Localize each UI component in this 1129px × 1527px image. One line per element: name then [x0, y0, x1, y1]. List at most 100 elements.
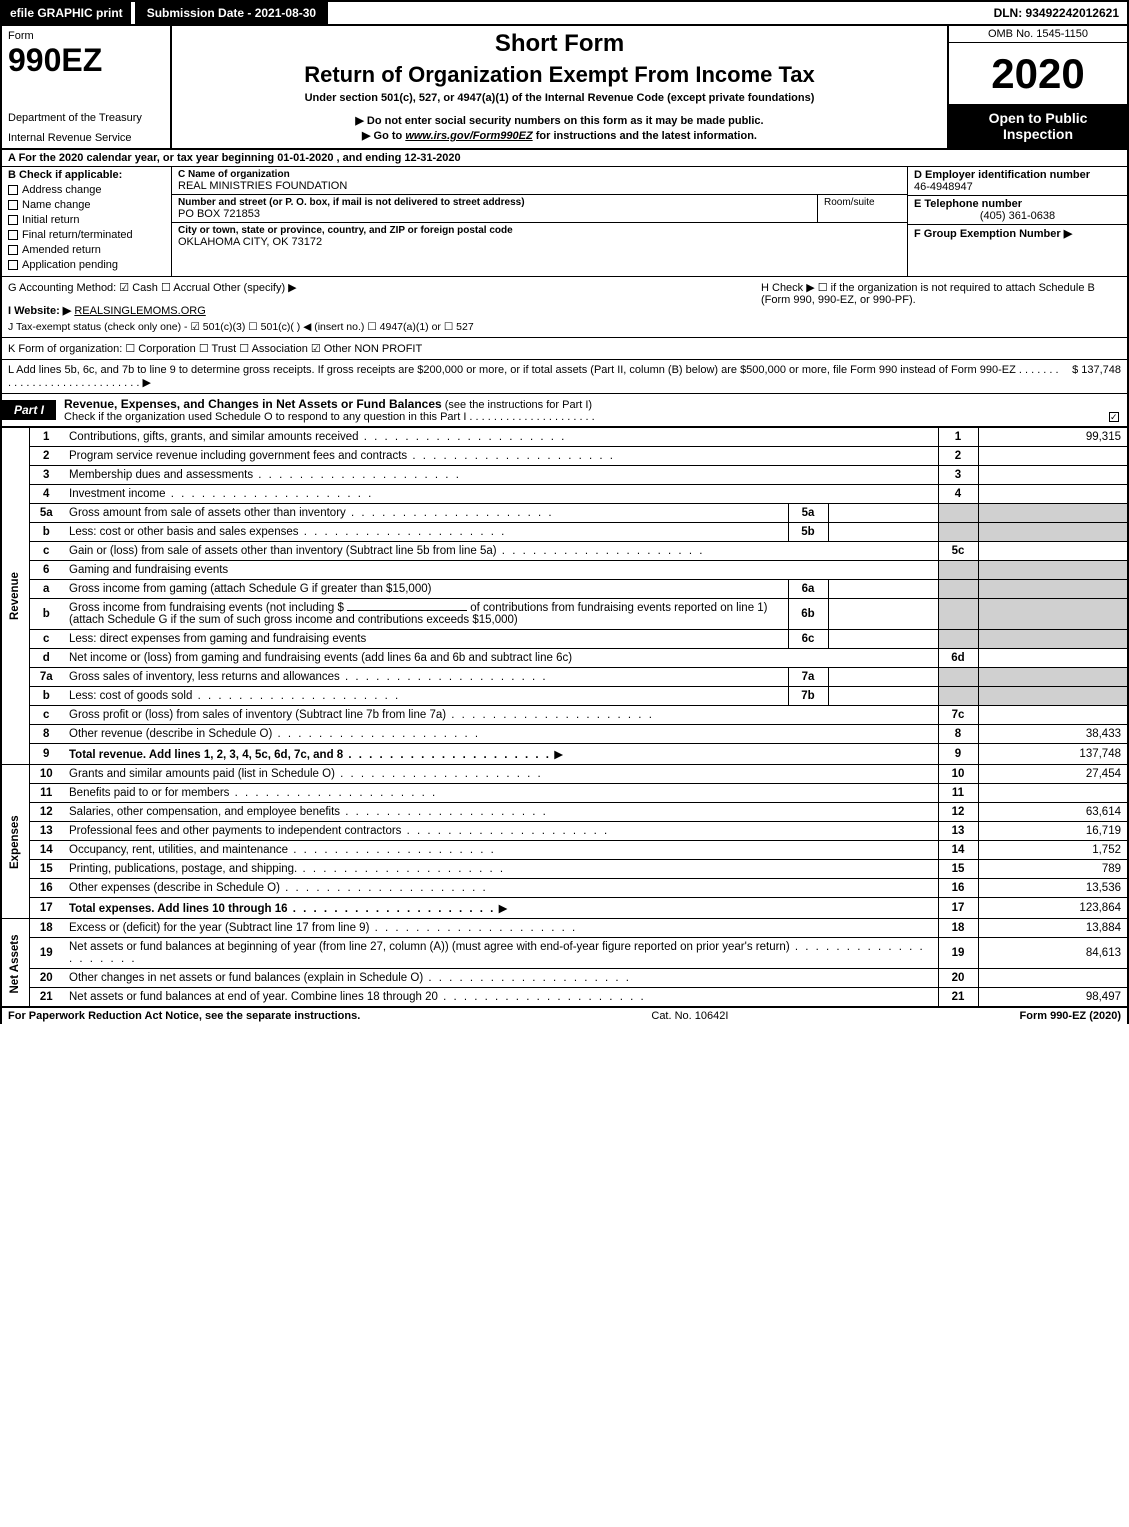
line-desc: Less: direct expenses from gaming and fu… — [63, 630, 788, 649]
line-num: 9 — [29, 744, 63, 765]
short-form-title: Short Form — [180, 30, 939, 58]
city: OKLAHOMA CITY, OK 73172 — [178, 236, 901, 248]
line-ref-shade — [938, 687, 978, 706]
line-desc: Program service revenue including govern… — [69, 450, 615, 462]
line-ref: 7c — [938, 706, 978, 725]
part-1-badge: Part I — [2, 400, 56, 420]
line-ref-shade — [938, 523, 978, 542]
website-value[interactable]: REALSINGLEMOMS.ORG — [74, 305, 205, 317]
line-ref-shade — [938, 580, 978, 599]
line-num: 18 — [29, 919, 63, 938]
line-desc: Total revenue. Add lines 1, 2, 3, 4, 5c,… — [69, 749, 551, 761]
cb-address-change[interactable]: Address change — [8, 184, 165, 196]
goto-note: ▶ Go to www.irs.gov/Form990EZ for instru… — [180, 129, 939, 142]
inner-line-val — [828, 580, 938, 599]
cb-initial-return[interactable]: Initial return — [8, 214, 165, 226]
expenses-label: Expenses — [1, 765, 29, 919]
line-val: 137,748 — [978, 744, 1128, 765]
inner-line-val — [828, 599, 938, 630]
line-num: 13 — [29, 822, 63, 841]
line-num: b — [29, 523, 63, 542]
line-desc: Contributions, gifts, grants, and simila… — [69, 431, 566, 443]
line-num: 6 — [29, 561, 63, 580]
check-if-applicable: B Check if applicable: — [8, 169, 165, 181]
line-val — [978, 649, 1128, 668]
line-val-shade — [978, 561, 1128, 580]
cb-application-pending[interactable]: Application pending — [8, 259, 165, 271]
line-desc: Printing, publications, postage, and shi… — [69, 863, 505, 875]
header-right: OMB No. 1545-1150 2020 Open to Public In… — [947, 26, 1127, 148]
cb-amended-return[interactable]: Amended return — [8, 244, 165, 256]
inner-line-num: 6c — [788, 630, 828, 649]
line-num: 4 — [29, 485, 63, 504]
part-1-title: Revenue, Expenses, and Changes in Net As… — [56, 394, 1127, 426]
line-desc: Net assets or fund balances at beginning… — [69, 941, 925, 965]
line-num: a — [29, 580, 63, 599]
line-ref: 17 — [938, 898, 978, 919]
line-ref-shade — [938, 561, 978, 580]
line-val — [978, 706, 1128, 725]
schedule-o-checkbox[interactable] — [1109, 412, 1119, 422]
cb-name-change[interactable]: Name change — [8, 199, 165, 211]
ssn-note: ▶ Do not enter social security numbers o… — [180, 114, 939, 127]
line-num: 10 — [29, 765, 63, 784]
line-num: d — [29, 649, 63, 668]
column-d-e-f: D Employer identification number 46-4948… — [907, 167, 1127, 276]
row-l: L Add lines 5b, 6c, and 7b to line 9 to … — [0, 360, 1129, 394]
line-ref: 12 — [938, 803, 978, 822]
line-desc: Membership dues and assessments — [69, 469, 461, 481]
line-num: 1 — [29, 428, 63, 447]
efile-label[interactable]: efile GRAPHIC print — [2, 2, 131, 24]
page-footer: For Paperwork Reduction Act Notice, see … — [0, 1008, 1129, 1024]
line-num: 20 — [29, 969, 63, 988]
dln: DLN: 93492242012621 — [986, 2, 1127, 24]
line-val — [978, 466, 1128, 485]
city-label: City or town, state or province, country… — [178, 225, 901, 236]
line-val: 16,719 — [978, 822, 1128, 841]
group-exemption-label: F Group Exemption Number ▶ — [914, 227, 1121, 240]
goto-pre: ▶ Go to — [362, 130, 405, 142]
inner-line-num: 7a — [788, 668, 828, 687]
line-num: b — [29, 599, 63, 630]
form-header: Form 990EZ Department of the Treasury In… — [0, 26, 1129, 150]
line-desc: Other expenses (describe in Schedule O) — [69, 882, 488, 894]
column-b: B Check if applicable: Address change Na… — [2, 167, 172, 276]
room-suite-label: Room/suite — [817, 195, 907, 222]
form-word: Form — [8, 30, 164, 42]
irs-link[interactable]: www.irs.gov/Form990EZ — [405, 130, 532, 142]
line-val: 123,864 — [978, 898, 1128, 919]
line-ref: 4 — [938, 485, 978, 504]
line-num: 12 — [29, 803, 63, 822]
org-name: REAL MINISTRIES FOUNDATION — [178, 180, 901, 192]
tax-period: A For the 2020 calendar year, or tax yea… — [0, 150, 1129, 167]
line-desc: Gross profit or (loss) from sales of inv… — [69, 709, 654, 721]
phone: (405) 361-0638 — [914, 210, 1121, 222]
line-ref: 1 — [938, 428, 978, 447]
cb-final-return[interactable]: Final return/terminated — [8, 229, 165, 241]
part-1-check-note: Check if the organization used Schedule … — [64, 411, 595, 423]
line-ref: 8 — [938, 725, 978, 744]
line-val: 27,454 — [978, 765, 1128, 784]
line-val-shade — [978, 504, 1128, 523]
row-k: K Form of organization: ☐ Corporation ☐ … — [0, 338, 1129, 360]
line-num: c — [29, 630, 63, 649]
tax-exempt-status: J Tax-exempt status (check only one) - ☑… — [8, 321, 751, 333]
line-val-shade — [978, 668, 1128, 687]
line-num: 2 — [29, 447, 63, 466]
line-val: 98,497 — [978, 988, 1128, 1008]
line-val-shade — [978, 630, 1128, 649]
inner-line-num: 5a — [788, 504, 828, 523]
form-ref: Form 990-EZ (2020) — [1020, 1010, 1121, 1022]
line-ref: 21 — [938, 988, 978, 1008]
line-desc: Grants and similar amounts paid (list in… — [69, 768, 543, 780]
line-desc: Gross amount from sale of assets other t… — [69, 507, 554, 519]
line-num: 7a — [29, 668, 63, 687]
ein-label: D Employer identification number — [914, 169, 1121, 181]
inner-line-val — [828, 687, 938, 706]
omb-number: OMB No. 1545-1150 — [949, 26, 1127, 43]
under-section: Under section 501(c), 527, or 4947(a)(1)… — [180, 92, 939, 104]
line-val: 38,433 — [978, 725, 1128, 744]
line-desc: Gross income from fundraising events (no… — [63, 599, 788, 630]
line-ref-shade — [938, 599, 978, 630]
inner-line-val — [828, 504, 938, 523]
